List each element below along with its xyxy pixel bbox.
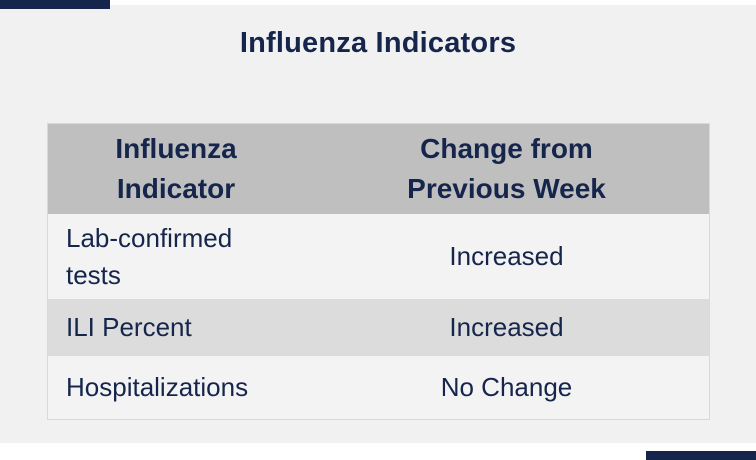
- table-row-ili-percent-change: Increased: [304, 299, 709, 356]
- table-header-change: Change from Previous Week: [304, 124, 709, 214]
- table-row-ili-percent-indicator: ILI Percent: [48, 299, 304, 356]
- indicator-label: Hospitalizations: [66, 372, 249, 402]
- top-left-accent-bar: [0, 0, 110, 9]
- table-header-indicator-label: Influenza Indicator: [115, 133, 237, 204]
- table-header-change-label: Change from Previous Week: [407, 133, 606, 204]
- table-row-hospitalizations-indicator: Hospitalizations: [48, 356, 304, 419]
- table-row-hospitalizations-change: No Change: [304, 356, 709, 419]
- page-title: Influenza Indicators: [239, 27, 517, 59]
- table-header-indicator: Influenza Indicator: [48, 124, 304, 214]
- indicators-table: Influenza Indicator Change from Previous…: [47, 123, 710, 420]
- change-value: Increased: [449, 241, 564, 271]
- table-row-lab-confirmed-indicator: Lab-confirmed tests: [48, 214, 304, 299]
- table-row-lab-confirmed-change: Increased: [304, 214, 709, 299]
- indicator-label: Lab-confirmed tests: [66, 222, 233, 290]
- bottom-right-accent-bar: [646, 451, 756, 460]
- change-value: Increased: [449, 312, 564, 342]
- change-value: No Change: [440, 372, 573, 402]
- indicator-label: ILI Percent: [66, 312, 192, 342]
